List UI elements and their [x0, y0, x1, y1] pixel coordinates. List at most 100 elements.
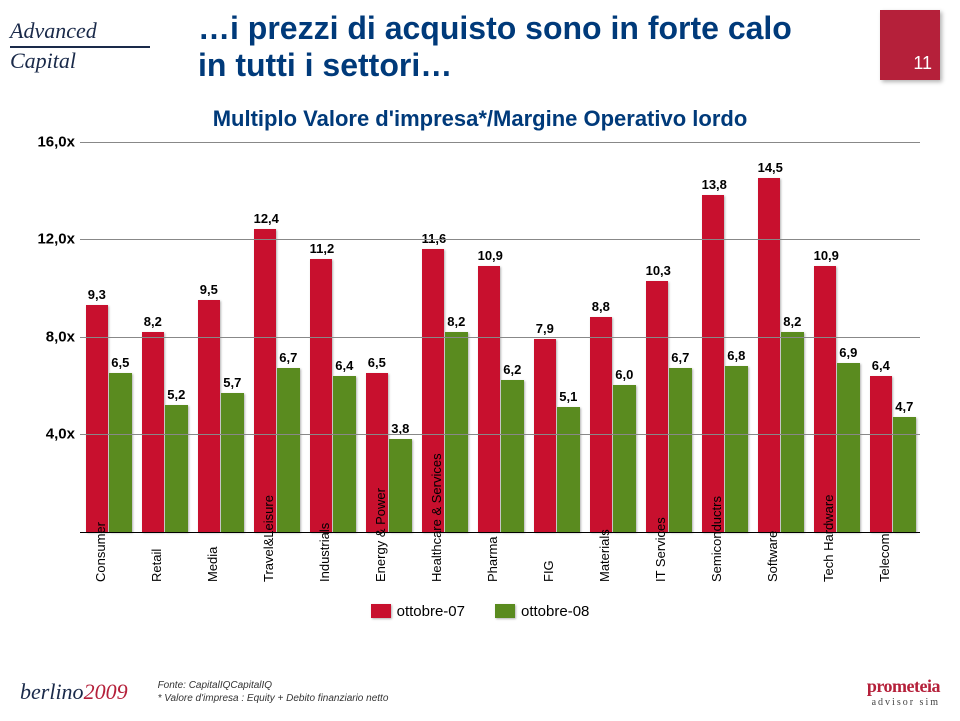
bar-value-label: 13,8 [702, 177, 724, 192]
gridline [80, 142, 920, 143]
bar-series-2: 6,7 [277, 368, 299, 531]
bar-series-1: 9,5 [198, 300, 220, 532]
page-number: 11 [913, 53, 932, 74]
title-line-1: …i prezzi di acquisto sono in forte calo [198, 10, 792, 46]
bar-value-label: 8,2 [781, 314, 803, 329]
bar-series-1: 7,9 [534, 339, 556, 532]
bar-value-label: 14,5 [758, 160, 780, 175]
x-category: Travel&Leisure [248, 532, 304, 572]
slide-title: …i prezzi di acquisto sono in forte calo… [190, 10, 860, 84]
page-number-box: 11 [880, 10, 940, 80]
bar-value-label: 6,7 [277, 350, 299, 365]
bar-value-label: 9,3 [86, 287, 108, 302]
bar-value-label: 8,2 [142, 314, 164, 329]
bar-series-1: 10,9 [814, 266, 836, 532]
bar-series-2: 6,4 [333, 376, 355, 532]
x-category: Pharma [472, 532, 528, 572]
x-category-label: Energy & Power [373, 488, 388, 582]
bar-series-1: 10,9 [478, 266, 500, 532]
x-category: Media [192, 532, 248, 572]
bar-value-label: 10,3 [646, 263, 668, 278]
bar-value-label: 6,4 [333, 358, 355, 373]
x-category-label: Pharma [485, 536, 500, 582]
x-category: Materials [584, 532, 640, 572]
legend-item-1: ottobre-07 [371, 603, 465, 620]
bar-series-1: 8,8 [590, 317, 612, 532]
bar-value-label: 5,1 [557, 389, 579, 404]
bar-value-label: 8,2 [445, 314, 467, 329]
bar-series-2: 8,2 [781, 332, 803, 532]
x-category-label: Tech Hardware [821, 494, 836, 581]
bar-series-1: 6,4 [870, 376, 892, 532]
footer-brand: berlino2009 [20, 679, 128, 705]
bar-value-label: 5,7 [221, 375, 243, 390]
chart-title: Multiplo Valore d'impresa*/Margine Opera… [0, 106, 960, 132]
bar-value-label: 9,5 [198, 282, 220, 297]
bar-series-2: 6,0 [613, 385, 635, 531]
bar-series-2: 5,7 [221, 393, 243, 532]
bar-series-2: 6,7 [669, 368, 691, 531]
bar-series-1: 12,4 [254, 229, 276, 531]
gridline [80, 239, 920, 240]
footer-note-1: Fonte: CapitalIQCapitalIQ [158, 679, 867, 692]
title-line-2: in tutti i settori… [198, 47, 452, 83]
y-tick-label: 8,0x [30, 328, 75, 345]
bar-value-label: 11,2 [310, 241, 332, 256]
bar-value-label: 10,9 [814, 248, 836, 263]
x-category-label: Consumer [93, 522, 108, 582]
x-category-label: Healthcare & Services [429, 453, 444, 582]
x-category-label: Retail [149, 548, 164, 581]
bar-series-1: 13,8 [702, 195, 724, 531]
x-category: Industrials [304, 532, 360, 572]
x-category: Tech Hardware [808, 532, 864, 572]
legend: ottobre-07 ottobre-08 [30, 603, 930, 620]
bar-value-label: 6,4 [870, 358, 892, 373]
footer-brand-year: 2009 [84, 679, 128, 704]
bar-series-2: 6,5 [109, 373, 131, 531]
bar-series-1: 8,2 [142, 332, 164, 532]
x-category: Consumer [80, 532, 136, 572]
x-category: FIG [528, 532, 584, 572]
bar-value-label: 6,5 [366, 355, 388, 370]
x-category-label: Travel&Leisure [261, 495, 276, 582]
bar-series-2: 8,2 [445, 332, 467, 532]
x-category-label: Telecom [877, 533, 892, 581]
bar-series-2: 5,1 [557, 407, 579, 531]
footer-note-2: * Valore d'impresa : Equity + Debito fin… [158, 692, 867, 705]
bar-value-label: 6,2 [501, 362, 523, 377]
footer-brand-text: berlino [20, 679, 84, 704]
gridline [80, 337, 920, 338]
bar-value-label: 6,5 [109, 355, 131, 370]
header: Advanced Capital …i prezzi di acquisto s… [0, 0, 960, 84]
bar-chart: 9,36,58,25,29,55,712,46,711,26,46,53,811… [30, 142, 930, 572]
bar-series-2: 3,8 [389, 439, 411, 532]
bar-series-2: 5,2 [165, 405, 187, 532]
y-tick-label: 16,0x [30, 133, 75, 150]
x-category: Software [752, 532, 808, 572]
gridline [80, 434, 920, 435]
legend-swatch-1 [371, 604, 391, 618]
bar-series-1: 14,5 [758, 178, 780, 531]
bar-value-label: 6,8 [725, 348, 747, 363]
x-category-label: Industrials [317, 522, 332, 581]
bar-value-label: 6,7 [669, 350, 691, 365]
bar-value-label: 6,0 [613, 367, 635, 382]
bar-series-1: 9,3 [86, 305, 108, 532]
x-category: IT Services [640, 532, 696, 572]
y-tick-label: 12,0x [30, 231, 75, 248]
footer-right-2: advisor sim [867, 697, 940, 708]
bar-value-label: 8,8 [590, 299, 612, 314]
logo: Advanced Capital [10, 10, 190, 74]
legend-label-2: ottobre-08 [521, 603, 589, 620]
x-category: Telecom [864, 532, 920, 572]
bar-series-2: 6,8 [725, 366, 747, 532]
bar-series-2: 6,9 [837, 363, 859, 531]
y-tick-label: 4,0x [30, 426, 75, 443]
bar-series-2: 6,2 [501, 380, 523, 531]
bar-series-1: 11,2 [310, 259, 332, 532]
x-category-label: FIG [541, 560, 556, 582]
x-category-label: Semiconductrs [709, 496, 724, 582]
logo-text-bottom: Capital [10, 48, 190, 74]
plot-area: 9,36,58,25,29,55,712,46,711,26,46,53,811… [80, 142, 920, 532]
footer-right-1: prometeia [867, 676, 940, 697]
